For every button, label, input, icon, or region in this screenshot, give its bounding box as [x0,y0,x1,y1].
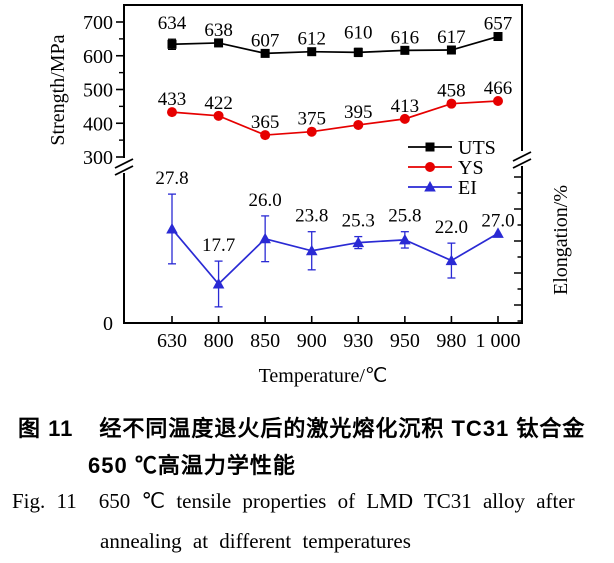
ei-line [171,228,499,286]
ei-marker [166,222,178,234]
ys-marker [167,107,177,118]
tensile-properties-chart: 630 800 850 900 930 950 980 1 000 Temperature/℃ 7… [47,4,572,387]
uts-marker [260,48,270,58]
ei-marker [259,232,271,244]
legend-label-ei: EI [458,177,477,199]
uts-marker [353,47,363,57]
caption-zh-text: 经不同温度退火后的激光熔化沉积 TC31 钛合金 [99,416,586,441]
y-left-tick-label: 700 [83,12,113,34]
right-axis-break-slash [512,151,532,162]
uts-data-label: 617 [437,27,466,48]
x-tick-label: 1 000 [475,330,520,352]
caption-en-line1: Fig. 11 650 ℃ tensile properties of LMD T… [12,489,575,514]
chart-area: 630 800 850 900 930 950 980 1 000 Temperature/℃ 7… [47,4,572,387]
legend-marker-ys [425,162,435,172]
left-axis-break-slash [114,165,134,176]
ei-data-label: 27.8 [155,168,188,189]
ys-marker [260,130,271,141]
left-axis-break-slash [114,158,134,169]
uts-data-label: 610 [344,22,373,43]
figure-number-zh: 图 11 [18,416,74,441]
uts-data-label: 634 [158,13,187,34]
caption-zh-line2: 650 ℃高温力学性能 [88,453,296,478]
x-tick-label: 980 [436,330,466,352]
ys-marker [399,113,410,124]
uts-marker [214,38,224,48]
right-axis-break-slash [512,158,532,169]
y-left-tick-label: 400 [83,113,113,135]
caption-en-text: 650 ℃ tensile properties of LMD TC31 all… [98,489,575,513]
y-left-tick-label: 500 [83,80,113,102]
ei-data-label: 23.8 [295,206,328,227]
ys-data-label: 433 [158,89,187,110]
x-tick-label: 850 [250,330,280,352]
ys-marker [306,126,317,137]
legend-marker-uts [425,142,435,152]
legend-label-ys: YS [458,157,484,179]
uts-data-label: 657 [484,14,513,35]
ei-data-label: 27.0 [481,210,514,231]
uts-data-label: 616 [391,27,420,48]
uts-data-label: 638 [204,20,233,41]
ys-marker [446,98,457,109]
ei-data-label: 17.7 [202,235,235,256]
uts-marker [167,39,177,49]
caption-en-line2: annealing at different temperatures [100,529,411,553]
ei-marker [212,277,225,289]
ys-data-label: 466 [484,78,513,99]
ei-data-label: 25.3 [342,211,375,232]
y-left-tick-label: 300 [83,147,113,169]
ei-marker [305,244,318,256]
ei-data-label: 25.8 [388,206,421,227]
ei-data-label: 22.0 [435,217,468,238]
uts-marker [307,47,317,57]
legend-marker-ei [424,181,436,192]
ys-data-label: 395 [344,102,373,123]
ei-data-label: 26.0 [249,190,282,211]
ei-marker [492,227,504,238]
y-left-axis-title: Strength/MPa [47,34,69,145]
y-right-axis-title: Elongation/% [550,185,572,295]
ys-line [171,100,499,136]
ys-marker [492,95,503,106]
uts-data-label: 607 [251,30,280,51]
x-axis-title: Temperature/℃ [259,365,388,387]
ys-data-label: 375 [297,109,326,130]
ys-data-label: 365 [251,112,280,133]
x-tick-label: 930 [343,330,373,352]
ei-marker [352,236,365,248]
x-tick-label: 630 [157,330,187,352]
y-left-origin-label: 0 [103,313,113,335]
uts-line [171,35,499,55]
ys-data-label: 422 [204,93,233,114]
figure-number-en: Fig. 11 [12,489,77,513]
caption-zh-line1: 图 11 经不同温度退火后的激光熔化沉积 TC31 钛合金 [18,411,585,443]
uts-marker [400,45,410,55]
uts-data-label: 612 [297,29,326,50]
uts-marker [446,45,456,55]
uts-marker [493,32,503,42]
legend-label-uts: UTS [458,137,496,159]
x-tick-label: 900 [297,330,327,352]
ys-data-label: 413 [391,96,420,117]
ei-marker [445,254,458,266]
ys-data-label: 458 [437,81,466,102]
ys-marker [213,110,224,121]
ei-marker [399,233,411,245]
x-tick-label: 800 [204,330,234,352]
x-tick-label: 950 [390,330,420,352]
ys-marker [353,119,364,130]
y-left-tick-label: 600 [83,46,113,68]
